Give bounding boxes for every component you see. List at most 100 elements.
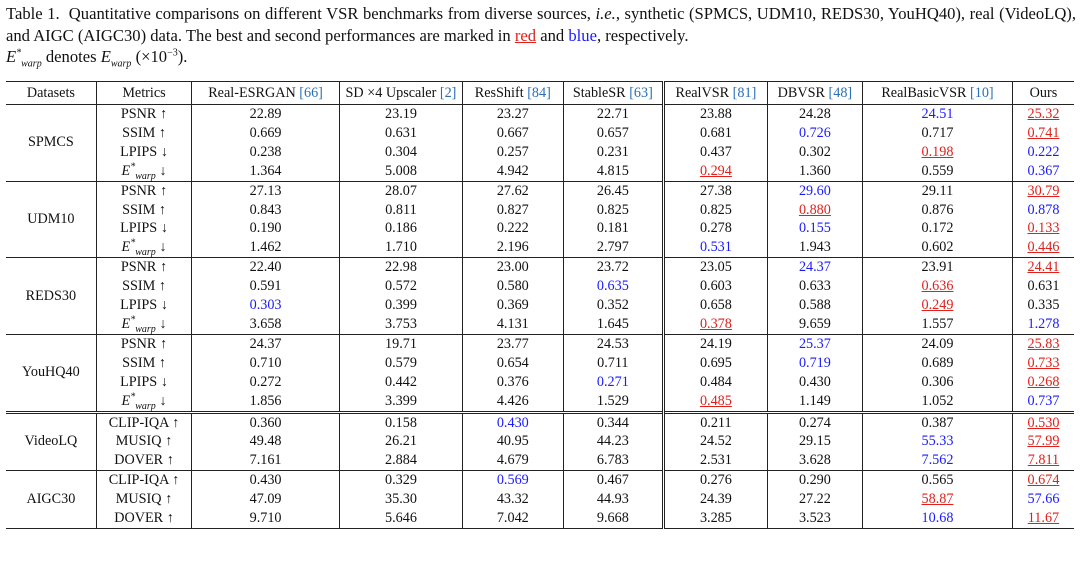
value-cell: 1.529	[563, 391, 666, 412]
metric-name: MUSIQ ↑	[96, 490, 193, 510]
value-cell: 0.484	[663, 372, 768, 392]
header-cell: Datasets	[6, 81, 97, 105]
value-cell: 0.181	[563, 219, 666, 239]
citation-ref[interactable]: [48]	[828, 85, 853, 101]
citation-ref[interactable]: [66]	[299, 85, 323, 101]
dataset-name: UDM10	[6, 181, 97, 258]
value-cell: 47.09	[191, 490, 340, 510]
value-cell: 7.042	[462, 509, 564, 529]
dataset-group: SPMCS PSNR ↑ 22.89 23.19 23.27 22.71 23.88 24.2…	[6, 104, 1074, 182]
value-cell: 44.93	[563, 490, 666, 510]
citation-ref[interactable]: [10]	[970, 85, 994, 101]
value-cell: 0.674	[1027, 472, 1060, 489]
metric-name: PSNR ↑	[96, 334, 193, 354]
value-cell: 0.719	[767, 353, 864, 373]
table-row: LPIPS ↓ 0.303 0.399 0.369 0.352 0.658 0.588 0.2…	[6, 296, 1074, 315]
value-cell: 4.426	[462, 391, 564, 412]
value-cell: 0.827	[462, 200, 564, 220]
value-cell: 0.430	[191, 470, 340, 491]
value-cell: 0.654	[462, 353, 564, 373]
table-row: E*warp ↓ 1.856 3.399 4.426 1.529 0.485 1.149 1.…	[6, 391, 1074, 412]
value-cell: 0.155	[767, 219, 864, 239]
table-row: REDS30 PSNR ↑ 22.40 22.98 23.00 23.72 23.05 24.…	[6, 257, 1074, 335]
value-cell: 27.38	[663, 181, 768, 201]
value-cell: 0.565	[862, 470, 1013, 491]
value-cell: 0.430	[767, 372, 864, 392]
value-cell: 19.71	[339, 334, 464, 354]
value-cell: 0.399	[339, 296, 464, 315]
value-cell: 0.531	[663, 238, 768, 258]
metric-name: PSNR ↑	[96, 257, 193, 278]
value-cell: 0.717	[862, 123, 1013, 143]
value-cell: 0.278	[663, 219, 768, 239]
value-cell: 10.68	[862, 509, 1013, 529]
value-cell: 0.880	[767, 200, 864, 220]
value-cell: 0.133	[1027, 220, 1060, 237]
value-cell: 0.710	[191, 353, 340, 373]
value-cell: 0.376	[462, 372, 564, 392]
header-cell: StableSR [63]	[563, 81, 666, 105]
value-cell: 49.48	[191, 432, 340, 452]
value-cell: 0.369	[462, 296, 564, 315]
value-cell: 0.222	[1027, 143, 1060, 160]
value-cell: 24.37	[767, 257, 864, 278]
value-cell: 4.815	[563, 161, 666, 182]
value-cell: 0.276	[663, 470, 768, 491]
value-cell: 24.53	[563, 334, 666, 354]
header-cell: RealVSR [81]	[663, 81, 768, 105]
metric-name: CLIP-IQA ↑	[96, 412, 193, 433]
value-cell: 57.66	[1027, 491, 1060, 508]
citation-ref[interactable]: [84]	[527, 85, 551, 101]
value-cell: 7.562	[862, 451, 1013, 471]
metric-name: LPIPS ↓	[96, 296, 193, 315]
value-cell: 0.306	[862, 372, 1013, 392]
value-cell: 23.72	[563, 257, 666, 278]
value-cell: 0.367	[1027, 162, 1060, 179]
metric-name: DOVER ↑	[96, 509, 193, 529]
table-row: E*warp ↓ 1.462 1.710 2.196 2.797 0.531 1.943 0.…	[6, 238, 1074, 258]
value-cell: 0.329	[339, 470, 464, 491]
value-cell: 0.878	[1027, 201, 1060, 218]
value-cell: 1.710	[339, 238, 464, 258]
value-cell: 35.30	[339, 490, 464, 510]
value-cell: 0.467	[563, 470, 666, 491]
value-cell: 23.19	[339, 104, 464, 124]
value-cell: 0.658	[663, 296, 768, 315]
value-cell: 28.07	[339, 181, 464, 201]
value-cell: 23.77	[462, 334, 564, 354]
value-cell: 25.32	[1027, 106, 1060, 122]
value-cell: 0.569	[462, 470, 564, 491]
metric-name: SSIM ↑	[96, 200, 193, 220]
metric-name: MUSIQ ↑	[96, 432, 193, 452]
metric-name: LPIPS ↓	[96, 142, 193, 162]
value-cell: 1.557	[862, 314, 1013, 335]
value-cell: 1.149	[767, 391, 864, 412]
citation-ref[interactable]: [81]	[732, 85, 757, 101]
value-cell: 2.531	[663, 451, 768, 471]
value-cell: 0.825	[563, 200, 666, 220]
header-cell: RealBasicVSR [10]	[862, 81, 1013, 105]
value-cell: 24.39	[663, 490, 768, 510]
metric-name: DOVER ↑	[96, 451, 193, 471]
value-cell: 4.131	[462, 314, 564, 335]
citation-ref[interactable]: [2]	[439, 85, 457, 101]
value-cell: 0.485	[663, 391, 768, 412]
value-cell: 0.530	[1027, 414, 1060, 431]
value-cell: 0.271	[563, 372, 666, 392]
table-row: SPMCS PSNR ↑ 22.89 23.19 23.27 22.71 23.88 24.2…	[6, 104, 1074, 182]
caption-red-word: red	[514, 25, 537, 45]
value-cell: 23.27	[462, 104, 564, 124]
value-cell: 0.737	[1027, 392, 1060, 409]
value-cell: 1.462	[191, 238, 340, 258]
value-cell: 27.13	[191, 181, 340, 201]
value-cell: 0.360	[191, 412, 340, 433]
dataset-group: AIGC30 CLIP-IQA ↑ 0.430 0.329 0.569 0.467 0.27…	[6, 470, 1074, 529]
value-cell: 0.631	[1027, 278, 1060, 295]
value-cell: 0.681	[663, 123, 768, 143]
value-cell: 3.285	[663, 509, 768, 529]
table-row: DOVER ↑ 9.710 5.646 7.042 9.668 3.285 3.523 10.…	[6, 509, 1074, 529]
value-cell: 0.378	[663, 314, 768, 335]
header-cell: SD ×4 Upscaler [2]	[339, 81, 464, 105]
citation-ref[interactable]: [63]	[629, 85, 653, 101]
value-cell: 0.198	[862, 142, 1013, 162]
